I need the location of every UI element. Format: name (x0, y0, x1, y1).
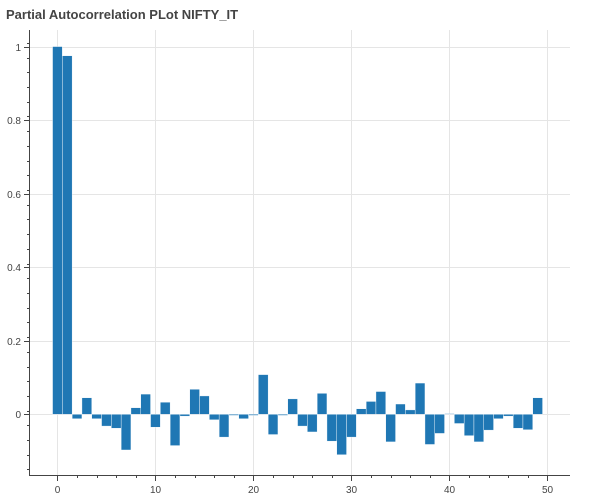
bar-lag-20 (248, 414, 259, 416)
bar-lag-32 (365, 401, 377, 415)
bar-lag-46 (503, 414, 514, 417)
bar-lag-1 (62, 55, 73, 415)
y-tick-label: 0.8 (7, 116, 21, 127)
bar-lag-22 (267, 414, 279, 435)
bar-lag-10 (150, 414, 161, 428)
bar-lag-16 (209, 414, 220, 421)
bar-lag-30 (346, 414, 357, 438)
bar-lag-17 (218, 414, 230, 438)
x-tick-label: 0 (55, 485, 61, 496)
bar-lag-8 (130, 407, 141, 415)
bar-lag-43 (473, 414, 484, 443)
bar-lag-15 (199, 395, 210, 415)
bar-lag-0 (52, 46, 63, 415)
bar-lag-33 (375, 391, 386, 415)
y-tick-label: 0.6 (7, 190, 21, 201)
bar-lag-41 (454, 414, 465, 424)
bar-lag-14 (189, 389, 200, 415)
bar-lag-9 (140, 393, 151, 415)
bar-lag-31 (356, 408, 367, 415)
grid-layer (30, 30, 570, 475)
bar-lag-7 (120, 414, 132, 451)
bar-lag-24 (287, 398, 298, 415)
bar-lag-38 (424, 414, 435, 445)
chart-title: Partial Autocorrelation PLot NIFTY_IT (6, 7, 239, 22)
bar-lag-6 (111, 414, 122, 429)
bar-lag-4 (91, 414, 102, 419)
bar-lag-42 (463, 414, 475, 436)
y-tick-label: 0.2 (7, 337, 21, 348)
bar-lag-48 (522, 414, 533, 430)
bar-lag-12 (169, 414, 181, 446)
bar-lag-11 (160, 401, 171, 415)
bar-lag-18 (228, 414, 239, 416)
y-tick-label: 0 (15, 410, 21, 421)
bar-lag-19 (238, 414, 249, 419)
bar-lag-3 (81, 397, 92, 415)
bar-lag-27 (316, 393, 328, 415)
bar-lag-2 (71, 414, 83, 419)
bar-lag-36 (405, 409, 416, 415)
bar-lag-49 (532, 397, 543, 415)
y-tick-label: 1 (15, 43, 21, 54)
bar-lag-44 (483, 414, 494, 431)
bar-layer (52, 46, 543, 455)
y-tick-label: 0.4 (7, 263, 21, 274)
axis-layer: 0 10 20 30 40 50 0 0.2 0.4 0.6 0.8 1 (7, 30, 570, 496)
x-tick-label: 10 (150, 485, 162, 496)
x-tick-label: 20 (248, 485, 260, 496)
bar-lag-45 (493, 414, 504, 419)
bar-lag-37 (414, 382, 426, 415)
bar-lag-26 (307, 414, 318, 433)
x-tick-label: 50 (542, 485, 554, 496)
bar-lag-28 (326, 414, 337, 442)
bar-lag-13 (179, 414, 190, 417)
bar-lag-39 (434, 414, 445, 434)
bar-lag-21 (258, 374, 269, 415)
bar-lag-25 (297, 414, 308, 427)
bar-lag-35 (395, 403, 406, 415)
bar-lag-5 (101, 414, 112, 427)
x-tick-label: 40 (444, 485, 456, 496)
bar-lag-40 (444, 413, 455, 415)
x-tick-label: 30 (346, 485, 358, 496)
bar-lag-29 (336, 414, 347, 455)
bar-lag-23 (277, 414, 288, 416)
bar-lag-34 (385, 414, 396, 443)
bar-lag-47 (512, 414, 524, 429)
